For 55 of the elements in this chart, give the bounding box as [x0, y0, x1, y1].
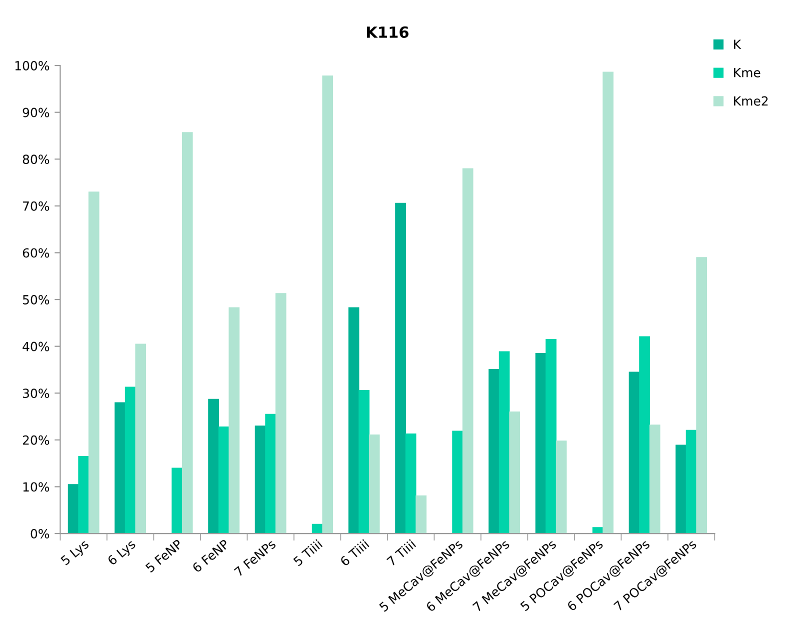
bar [358, 390, 370, 534]
legend-label: Kme2 [734, 96, 768, 106]
bar [488, 368, 500, 534]
legend-label: Kme [734, 68, 760, 78]
bar [182, 132, 193, 534]
bar [368, 434, 380, 534]
bar [208, 398, 219, 534]
bar [254, 426, 266, 534]
bar [649, 424, 660, 534]
y-tick-label: 40% [22, 342, 50, 352]
bar [556, 440, 567, 534]
bar [88, 192, 100, 534]
bar [135, 344, 146, 534]
bar [322, 76, 334, 534]
bar [172, 468, 183, 534]
x-tick-label: 6 Tiiii [339, 539, 370, 566]
bar [275, 293, 286, 534]
bar [124, 386, 136, 534]
bar [228, 307, 240, 534]
bar [535, 353, 546, 534]
bar [602, 72, 614, 534]
y-tick-label: 0% [30, 528, 50, 538]
y-tick-label: 10% [23, 482, 50, 492]
bar [462, 168, 474, 534]
x-tick-label: 6 Lys [106, 538, 138, 568]
x-tick-label: 5 Tiiii [292, 539, 323, 566]
bar [639, 336, 650, 534]
bar [405, 434, 416, 534]
y-tick-label: 70% [23, 201, 50, 211]
bar [265, 414, 276, 534]
bar [416, 495, 427, 534]
bar [686, 430, 697, 534]
bar [452, 430, 463, 534]
y-tick-label: 90% [22, 108, 50, 118]
bar [78, 456, 90, 534]
bar [395, 202, 406, 534]
bar [696, 257, 708, 534]
bar [628, 372, 640, 534]
bar [498, 351, 510, 534]
bar [676, 444, 686, 534]
bar [68, 484, 79, 534]
x-tick-label: 5 Lys [60, 539, 91, 568]
y-tick-label: 100% [15, 60, 50, 70]
bar [218, 426, 230, 534]
y-tick-label: 30% [22, 388, 50, 398]
y-tick-label: 60% [22, 248, 50, 258]
bar [546, 339, 556, 534]
y-tick-label: 50% [22, 294, 50, 304]
bar [348, 307, 360, 534]
bar [509, 412, 520, 534]
y-tick-label: 80% [22, 154, 50, 164]
legend-label: K [734, 40, 742, 49]
chart-title: K116 [366, 26, 408, 38]
y-tick-label: 20% [22, 435, 50, 445]
bar [114, 402, 126, 534]
